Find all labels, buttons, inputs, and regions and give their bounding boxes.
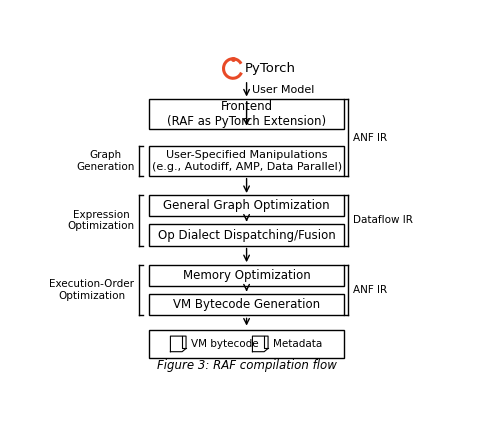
Text: User-Specified Manipulations
(e.g., Autodiff, AMP, Data Parallel): User-Specified Manipulations (e.g., Auto… xyxy=(152,150,342,172)
Text: ANF IR: ANF IR xyxy=(353,285,387,295)
Polygon shape xyxy=(253,336,268,352)
FancyBboxPatch shape xyxy=(149,225,344,246)
Text: ANF IR: ANF IR xyxy=(353,133,387,143)
Text: Execution-Order
Optimization: Execution-Order Optimization xyxy=(49,279,135,301)
Polygon shape xyxy=(170,336,186,352)
Text: Memory Optimization: Memory Optimization xyxy=(183,269,310,282)
FancyBboxPatch shape xyxy=(149,265,344,286)
Text: VM bytecode: VM bytecode xyxy=(191,339,259,349)
FancyBboxPatch shape xyxy=(149,99,344,129)
Text: General Graph Optimization: General Graph Optimization xyxy=(163,199,330,212)
Text: Metadata: Metadata xyxy=(273,339,322,349)
FancyBboxPatch shape xyxy=(149,146,344,176)
Text: Figure 3: RAF compilation flow: Figure 3: RAF compilation flow xyxy=(157,359,337,372)
FancyBboxPatch shape xyxy=(149,295,344,316)
Text: Expression
Optimization: Expression Optimization xyxy=(68,210,135,231)
Text: Frontend
(RAF as PyTorch Extension): Frontend (RAF as PyTorch Extension) xyxy=(167,100,326,128)
Text: Dataflow IR: Dataflow IR xyxy=(353,215,413,225)
Text: Graph
Generation: Graph Generation xyxy=(76,150,135,172)
Text: Op Dialect Dispatching/Fusion: Op Dialect Dispatching/Fusion xyxy=(158,229,336,241)
Text: VM Bytecode Generation: VM Bytecode Generation xyxy=(173,298,320,311)
Text: PyTorch: PyTorch xyxy=(244,62,296,75)
FancyBboxPatch shape xyxy=(149,195,344,216)
FancyBboxPatch shape xyxy=(149,330,344,358)
Text: User Model: User Model xyxy=(253,85,315,95)
